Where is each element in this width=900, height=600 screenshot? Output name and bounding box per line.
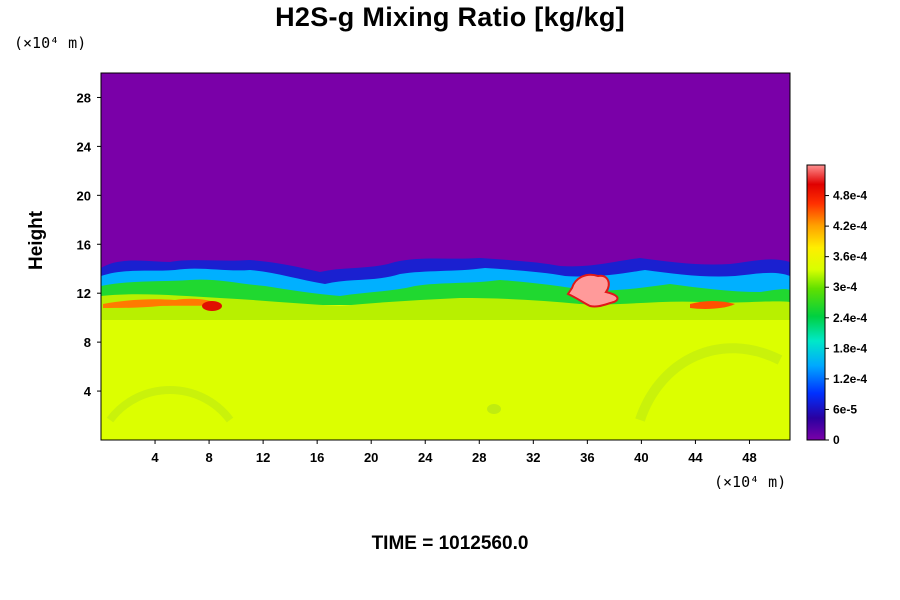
lower-blob xyxy=(487,404,501,414)
colorbar-tick-label: 0 xyxy=(833,433,840,447)
x-tick-label: 28 xyxy=(472,450,486,465)
y-tick-label: 8 xyxy=(84,335,91,350)
colorbar-tick-label: 3.6e-4 xyxy=(833,250,867,264)
plot-frame xyxy=(100,72,791,441)
colorbar-tick-label: 2.4e-4 xyxy=(833,311,867,325)
colorbar xyxy=(806,164,826,441)
x-axis-unit: (×10⁴ m) xyxy=(714,473,786,491)
x-tick-label: 40 xyxy=(634,450,648,465)
x-tick-label: 48 xyxy=(742,450,756,465)
colorbar-tick-label: 4.2e-4 xyxy=(833,219,867,233)
y-axis-ticks: 4 8 12 16 20 24 28 xyxy=(77,90,101,399)
y-tick-label: 24 xyxy=(77,139,92,154)
x-tick-label: 12 xyxy=(256,450,270,465)
y-tick-label: 28 xyxy=(77,90,91,105)
lower-swirl-right xyxy=(635,343,783,422)
x-axis-ticks: 4 8 12 16 20 24 28 32 36 40 44 48 xyxy=(151,440,757,465)
x-tick-label: 32 xyxy=(526,450,540,465)
hot-spot-left xyxy=(202,301,222,311)
colorbar-tick-label: 1.8e-4 xyxy=(833,341,867,355)
x-tick-label: 4 xyxy=(151,450,159,465)
y-tick-label: 20 xyxy=(77,188,91,203)
time-label: TIME = 1012560.0 xyxy=(371,533,529,554)
y-tick-label: 16 xyxy=(77,237,91,252)
x-unit-text: (×10⁴ m) xyxy=(714,473,787,491)
x-tick-label: 24 xyxy=(418,450,433,465)
colorbar-tick-label: 6e-5 xyxy=(833,402,857,416)
interface-yellow-band xyxy=(101,294,790,320)
x-tick-label: 36 xyxy=(580,450,594,465)
pink-plume xyxy=(566,273,619,308)
y-tick-label: 4 xyxy=(84,384,92,399)
red-streak-right xyxy=(690,301,735,309)
colorbar-tick-label: 3e-4 xyxy=(833,280,857,294)
colorbar-tick-label: 1.2e-4 xyxy=(833,372,867,386)
red-streak-left xyxy=(103,298,220,308)
x-tick-label: 16 xyxy=(310,450,324,465)
heatmap-field xyxy=(101,73,790,440)
chart-title: H2S-g Mixing Ratio [kg/kg] xyxy=(275,2,625,32)
colorbar-ticks: 0 6e-5 1.2e-4 1.8e-4 2.4e-4 3e-4 3.6e-4 4.2e-4 4… xyxy=(825,189,867,447)
y-tick-label: 12 xyxy=(77,286,91,301)
x-tick-label: 20 xyxy=(364,450,378,465)
x-tick-label: 8 xyxy=(205,450,212,465)
lower-swirl-left xyxy=(106,386,234,423)
y-unit-text: (×10⁴ m) xyxy=(14,34,87,52)
colorbar-tick-label: 4.8e-4 xyxy=(833,189,867,203)
y-axis-unit: (×10⁴ m) xyxy=(14,34,86,52)
x-tick-label: 44 xyxy=(688,450,703,465)
